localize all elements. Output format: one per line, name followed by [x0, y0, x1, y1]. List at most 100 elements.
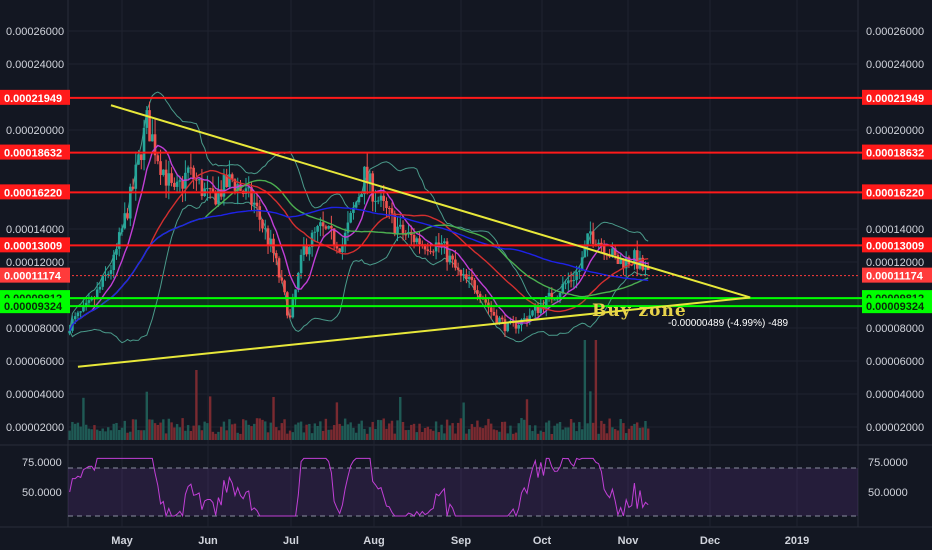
volume-bar [636, 422, 639, 440]
candle-body [134, 164, 138, 189]
volume-bar [374, 428, 377, 440]
price-tick-label-right: 0.00008000 [866, 323, 924, 335]
candle-body [440, 243, 443, 246]
candle-body [131, 186, 135, 189]
candle-body [580, 257, 584, 271]
volume-bar [200, 430, 204, 440]
volume-bar [208, 396, 212, 440]
volume-bar [349, 422, 352, 440]
price-tick-label-right: 0.00002000 [866, 422, 924, 434]
volume-bar [175, 424, 179, 440]
volume-bar [451, 423, 454, 440]
candle-body [641, 257, 645, 270]
volume-bar [627, 428, 631, 440]
volume-bar [445, 419, 449, 440]
candle-body [90, 298, 93, 301]
trendline [77, 296, 751, 368]
volume-bar [288, 430, 292, 440]
volume-bar [170, 422, 173, 440]
volume-bar [432, 430, 435, 440]
candle-body [393, 213, 397, 234]
candle-body [305, 244, 308, 255]
candle-body [398, 224, 402, 227]
volume-bar [377, 419, 380, 440]
candle-body [528, 315, 532, 322]
buy-zone-band [0, 298, 932, 307]
volume-bar [192, 425, 195, 440]
time-tick-label: Dec [700, 535, 720, 547]
candle-body [327, 225, 330, 229]
volume-bar [247, 424, 250, 440]
candle-body [330, 225, 333, 229]
volume-bar [630, 425, 633, 440]
volume-bar [624, 433, 628, 440]
candle-body [217, 189, 220, 205]
volume-bar [346, 424, 350, 440]
time-tick-label: Jul [283, 535, 299, 547]
candle-body [646, 267, 650, 270]
volume-bar [534, 425, 537, 440]
volume-bar [523, 419, 526, 440]
volume-bar [589, 391, 592, 440]
candle-body [288, 315, 292, 318]
time-tick-label: 2019 [785, 535, 809, 547]
volume-bar [214, 433, 217, 440]
candle-body [418, 238, 421, 245]
volume-bar [605, 433, 609, 440]
candle-body [542, 305, 545, 310]
volume-bar [597, 433, 600, 440]
candle-body [622, 259, 625, 269]
candle-body [117, 232, 121, 249]
candle-body [558, 293, 562, 298]
candle-body [531, 310, 534, 316]
candle-body [638, 257, 642, 269]
volume-bar [297, 422, 300, 440]
time-tick-label: Oct [533, 535, 552, 547]
candle-body [349, 212, 352, 223]
volume-bar [82, 397, 85, 440]
candle-body [162, 169, 165, 175]
time-tick-label: Aug [363, 535, 384, 547]
candle-body [120, 228, 124, 233]
rsi-pane: 75.0000 75.0000 50.0000 50.0000 [22, 457, 908, 518]
volume-bar [520, 418, 523, 440]
candle-body [547, 292, 551, 297]
rsi-tick-label-left: 75.0000 [22, 457, 62, 469]
volume-bar [197, 425, 201, 440]
volume-bar [222, 421, 226, 440]
volume-bar [104, 431, 107, 440]
volume-bar [107, 427, 110, 440]
candle-body [145, 110, 149, 128]
price-tags: 0.00021949 0.00021949 0.00018632 0.00018632… [0, 89, 932, 314]
volume-bar [583, 340, 587, 440]
volume-bar [195, 370, 198, 440]
volume-bar [211, 431, 215, 440]
candle-body [159, 161, 162, 175]
candle-body [550, 292, 554, 300]
volume-bar [310, 433, 314, 440]
volume-bar [250, 426, 253, 440]
candle-body [274, 253, 278, 259]
volume-bar [608, 418, 611, 440]
volume-bar [258, 418, 261, 440]
candle-body [533, 305, 537, 311]
volume-bar [536, 433, 540, 440]
volume-bar [407, 429, 410, 440]
volume-bar [96, 429, 99, 440]
volume-bar [277, 430, 281, 440]
candle-body [308, 247, 311, 255]
volume-bar [335, 402, 339, 440]
price-tag-left [0, 144, 70, 160]
price-tick-label-right: 0.00012000 [866, 257, 924, 269]
candle-body [514, 321, 518, 329]
volume-bar [379, 420, 383, 440]
candle-body [467, 276, 471, 280]
volume-bar [272, 396, 275, 440]
candle-body [109, 270, 113, 274]
price-tick-label-left: 0.00004000 [6, 389, 64, 401]
volume-bar [443, 433, 446, 440]
candle-body [156, 155, 160, 162]
candle-body [644, 267, 647, 270]
